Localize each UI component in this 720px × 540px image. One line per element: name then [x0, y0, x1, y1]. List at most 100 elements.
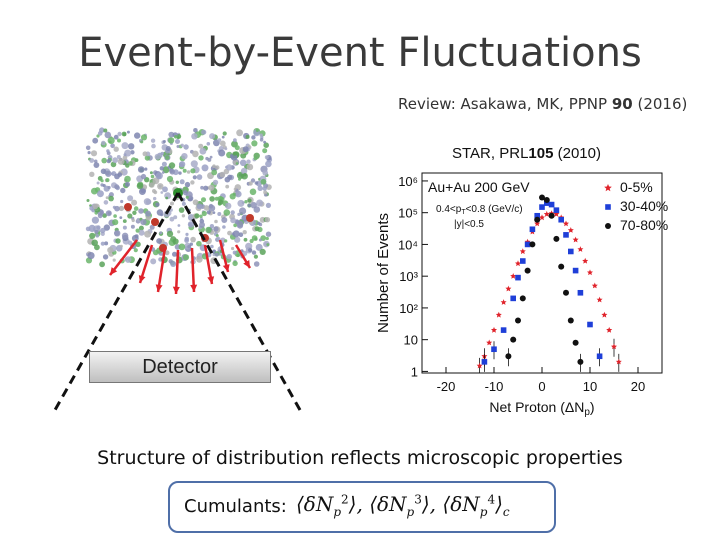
particle	[239, 207, 247, 215]
data-point-square	[529, 226, 536, 233]
review-volume: 90	[611, 95, 633, 113]
particle	[124, 256, 132, 263]
particle	[169, 216, 175, 222]
particle	[225, 184, 230, 189]
data-point-square	[481, 359, 488, 365]
y-tick-label: 1	[411, 364, 418, 379]
particle	[112, 157, 118, 164]
particle	[168, 162, 176, 169]
particle	[103, 224, 111, 231]
particle	[125, 181, 130, 187]
particle	[237, 199, 245, 207]
particle	[94, 229, 99, 234]
particle	[123, 132, 127, 137]
star-ref-prefix: STAR, PRL	[452, 145, 529, 162]
particle	[138, 229, 145, 236]
particle	[233, 223, 238, 228]
particle	[151, 143, 156, 149]
particle	[196, 174, 203, 180]
emission-arrow-head	[155, 284, 163, 292]
x-axis-ticks: -20 -10 0 10 20	[437, 367, 645, 394]
particle	[96, 181, 100, 185]
data-point-square	[520, 258, 526, 264]
particle	[122, 155, 128, 160]
cut-label-pt: 0.4<pT<0.8 (GeV/c)	[436, 204, 523, 216]
particle	[162, 186, 168, 193]
x-tick-label: -10	[485, 379, 504, 394]
particle	[111, 172, 114, 176]
particle	[211, 169, 218, 176]
particle	[251, 250, 257, 255]
particle	[136, 217, 141, 222]
particle	[209, 133, 216, 140]
data-point-star	[553, 210, 560, 217]
particle	[215, 165, 220, 170]
particle	[251, 140, 258, 147]
x-axis-label: Net Proton (ΔNp)	[489, 399, 594, 418]
particle	[219, 140, 226, 147]
particle	[251, 235, 258, 241]
data-point-star	[587, 269, 593, 276]
particle	[214, 219, 218, 224]
particle	[224, 239, 228, 243]
particle	[165, 155, 170, 160]
particle	[232, 230, 240, 238]
star-reference: STAR, PRL105 (2010)	[452, 145, 601, 162]
particle	[149, 224, 155, 230]
particle	[198, 143, 204, 149]
particle	[127, 213, 133, 219]
data-point-star	[591, 282, 598, 289]
data-point-circle	[539, 194, 545, 201]
particle	[99, 261, 105, 268]
particle	[258, 238, 262, 242]
data-point-circle	[519, 295, 526, 302]
particle	[155, 172, 163, 180]
particle	[243, 173, 247, 177]
particle	[192, 150, 199, 158]
particle	[232, 260, 238, 267]
particle	[189, 242, 193, 246]
particle	[215, 234, 219, 238]
particle	[209, 196, 215, 202]
particle	[168, 259, 173, 264]
particle	[249, 238, 254, 244]
data-point-square	[596, 353, 603, 360]
particle	[144, 167, 148, 171]
particle	[257, 221, 261, 225]
data-point-star	[534, 220, 541, 227]
particle	[230, 210, 235, 215]
proton-particle	[151, 218, 159, 226]
data-point-star	[577, 246, 584, 252]
particle	[131, 218, 135, 223]
particle	[263, 190, 268, 195]
particle	[112, 219, 119, 226]
particle	[119, 244, 123, 248]
particle	[233, 187, 237, 191]
slide-title: Event-by-Event Fluctuations	[78, 30, 642, 76]
particle	[253, 156, 258, 161]
particle	[226, 164, 233, 171]
y-tick-label: 10²	[399, 301, 418, 316]
particle	[201, 197, 206, 203]
particle	[100, 241, 105, 246]
particle	[265, 236, 269, 241]
emission-arrow-head	[110, 267, 118, 275]
particle	[192, 199, 199, 206]
particle	[255, 129, 259, 132]
particle	[122, 225, 127, 230]
particle	[89, 158, 95, 163]
data-point-circle	[534, 216, 541, 223]
data-point-square	[553, 207, 560, 213]
particle	[178, 243, 186, 251]
particle	[152, 189, 156, 193]
particle	[254, 181, 259, 185]
particle	[222, 225, 226, 229]
data-point-square	[524, 241, 531, 248]
particle	[105, 170, 112, 177]
cumulants-label: Cumulants:	[184, 496, 287, 517]
particle	[102, 213, 107, 218]
particle	[100, 168, 107, 175]
particle	[89, 232, 96, 239]
particle	[206, 210, 211, 215]
